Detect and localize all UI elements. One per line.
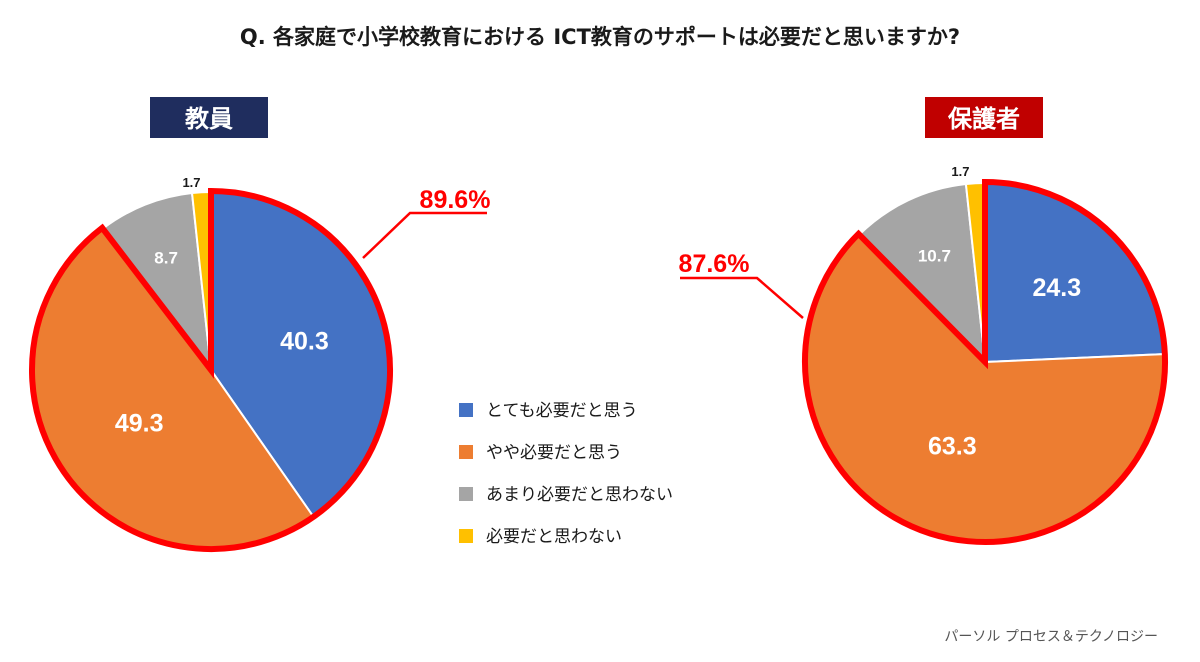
- legend-label-not-very-necessary: あまり必要だと思わない: [486, 485, 673, 505]
- parent-highlight-outline: [802, 178, 1168, 545]
- parent-callout-line: [680, 276, 804, 319]
- legend-label-very-necessary: とても必要だと思う: [486, 401, 638, 421]
- legend-swatch-not-very-necessary: [459, 487, 473, 501]
- source-credit: パーソル プロセス＆テクノロジー: [944, 629, 1158, 645]
- teacher-slice-label-not-very-necessary: 8.7: [154, 249, 178, 268]
- legend-label-not-necessary: 必要だと思わない: [486, 527, 622, 547]
- legend-swatch-very-necessary: [459, 403, 473, 417]
- legend-swatch-not-necessary: [459, 529, 473, 543]
- teacher-total-label: 89.6%: [420, 186, 491, 214]
- question-title: Q. 各家庭で小学校教育における ICT教育のサポートは必要だと思いますか?: [240, 25, 960, 49]
- teacher-slice-label-somewhat-necessary: 49.3: [115, 410, 164, 438]
- parent-pie-labels: 24.3 63.3 10.7 1.7: [918, 164, 1081, 460]
- parent-slice-not-very-necessary: [857, 182, 987, 365]
- legend: とても必要だと思う やや必要だと思う あまり必要だと思わない 必要だと思わない: [459, 401, 673, 547]
- teacher-callout-line: [362, 211, 487, 259]
- teacher-slice-label-very-necessary: 40.3: [280, 328, 329, 356]
- parent-slice-very-necessary: [984, 181, 1165, 364]
- parent-slice-label-very-necessary: 24.3: [1032, 274, 1081, 302]
- parent-total-label: 87.6%: [679, 250, 750, 278]
- parent-slice-label-somewhat-necessary: 63.3: [928, 432, 977, 460]
- parent-slice-label-not-very-necessary: 10.7: [918, 246, 951, 265]
- parent-slice-label-not-necessary: 1.7: [951, 164, 969, 179]
- parent-group-label: 保護者: [947, 105, 1020, 133]
- legend-label-somewhat-necessary: やや必要だと思う: [486, 443, 622, 463]
- teacher-pie: 教員 40.3 49.3 8.7 1.7 89.6%: [29, 97, 491, 552]
- parent-pie: 保護者 24.3 63.3 10.7 1.7 87.6%: [679, 97, 1168, 545]
- teacher-group-label: 教員: [185, 105, 233, 133]
- teacher-slice-label-not-necessary: 1.7: [182, 175, 200, 190]
- teacher-pie-labels: 40.3 49.3 8.7 1.7: [115, 175, 329, 438]
- teacher-group-label-bg: [150, 97, 268, 138]
- legend-swatch-somewhat-necessary: [459, 445, 473, 459]
- parent-group-label-bg: [925, 97, 1043, 138]
- teacher-highlight-outline: [29, 187, 393, 552]
- parent-pie-slices: [805, 181, 1165, 543]
